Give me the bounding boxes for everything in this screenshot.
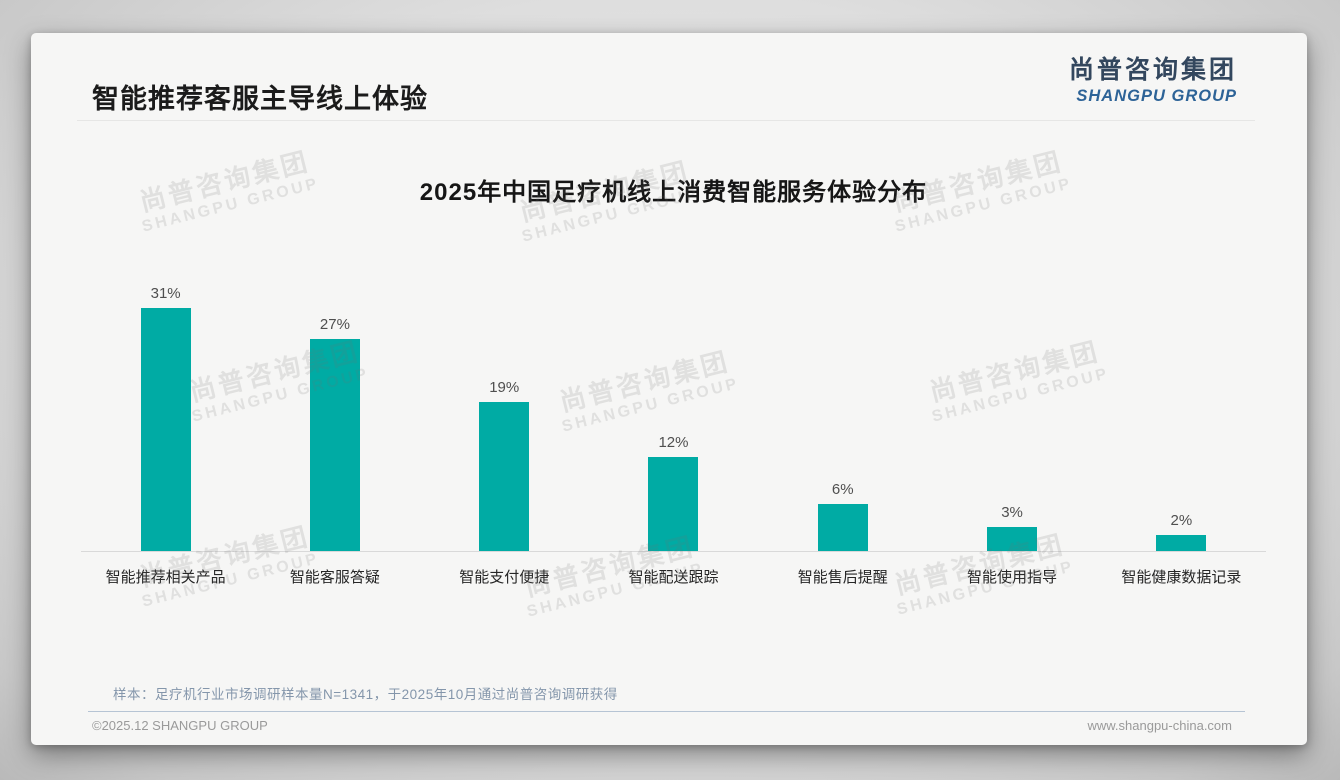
footer-url: www.shangpu-china.com (1087, 718, 1232, 733)
bar (140, 308, 191, 551)
bar (648, 457, 699, 551)
bar (309, 339, 360, 551)
category-label: 智能推荐相关产品 (105, 569, 226, 586)
category-label: 智能支付便捷 (459, 569, 550, 586)
footer-copyright: ©2025.12 SHANGPU GROUP (92, 718, 268, 733)
company-logo: 尚普咨询集团 SHANGPU GROUP (1068, 56, 1237, 105)
bar-value-label: 12% (658, 434, 689, 451)
bar (817, 504, 868, 551)
category-label: 智能客服答疑 (289, 569, 380, 586)
bar-column: 3% (927, 273, 1096, 551)
category-axis: 智能推荐相关产品 智能客服答疑 智能支付便捷 智能配送跟踪 智能售后提醒 智能使用指导 智能… (81, 566, 1266, 587)
bar-value-label: 2% (1170, 512, 1193, 529)
category-label: 智能配送跟踪 (628, 569, 719, 586)
category-label: 智能售后提醒 (797, 569, 888, 586)
header-divider (77, 120, 1255, 121)
logo-cn-text: 尚普咨询集团 (1068, 56, 1237, 84)
bar (987, 527, 1038, 551)
category-label: 智能使用指导 (967, 569, 1058, 586)
page-title: 智能推荐客服主导线上体验 (92, 84, 428, 114)
logo-en-text: SHANGPU GROUP (1076, 86, 1237, 105)
bar-value-label: 6% (831, 481, 854, 498)
bar-value-label: 19% (489, 379, 520, 396)
category-label: 智能健康数据记录 (1121, 569, 1242, 586)
bar-column: 27% (250, 273, 419, 551)
chart-title: 2025年中国足疗机线上消费智能服务体验分布 (419, 179, 928, 206)
bar-column: 19% (420, 273, 589, 551)
bar-chart: 31% 27% 19% 12% 6% 3% 2% (81, 273, 1266, 551)
bar (479, 402, 530, 551)
slide-card: 智能推荐客服主导线上体验 尚普咨询集团 SHANGPU GROUP 2025年中… (31, 33, 1307, 745)
bar-column: 6% (758, 273, 927, 551)
sample-note: 样本：足疗机行业市场调研样本量N=1341，于2025年10月通过尚普咨询调研获… (113, 687, 618, 702)
x-axis-line (81, 551, 1266, 552)
bar-series: 31% 27% 19% 12% 6% 3% 2% (81, 273, 1266, 551)
bar (1156, 535, 1207, 551)
bar-value-label: 27% (319, 316, 350, 333)
bar-column: 12% (589, 273, 758, 551)
footer-divider (88, 711, 1245, 712)
bar-column: 31% (81, 273, 250, 551)
bar-value-label: 3% (1001, 504, 1023, 521)
bar-value-label: 31% (150, 285, 181, 302)
bar-column: 2% (1097, 273, 1266, 551)
